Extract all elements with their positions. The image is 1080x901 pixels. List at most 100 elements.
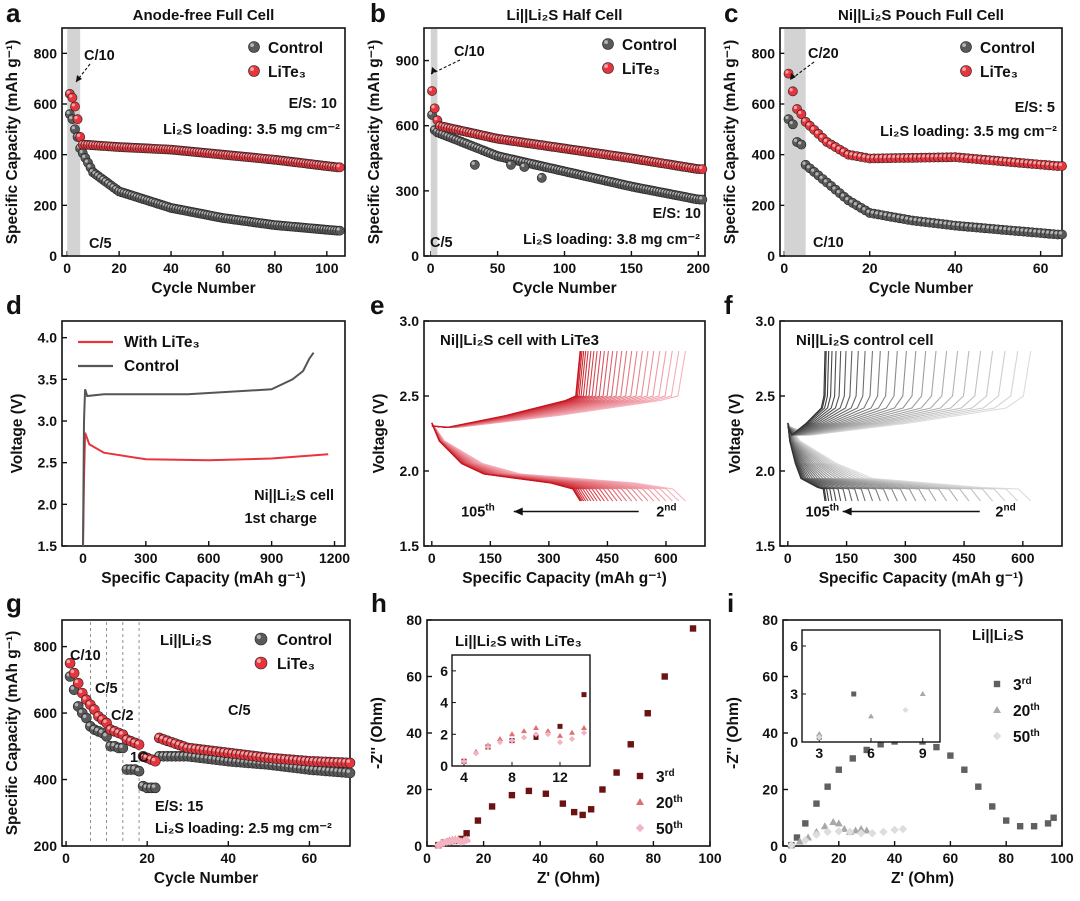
control-point-highlight [131,766,136,770]
rate-label-1: C/10 [84,48,115,64]
litest-point-highlight [172,740,176,744]
panel-d: 0 300 600 900 1200 1.5 2.0 2.5 3.0 3.5 4.0 Specific… [6,290,350,587]
rate-label-1: C/20 [808,46,839,62]
control-point-highlight [84,159,88,163]
litest-point-highlight [909,154,913,158]
control-point-highlight [922,218,926,223]
x-tick-label: 60 [1033,260,1049,276]
control-point-highlight [802,161,806,165]
eis-point-3rd [644,710,651,717]
litest-point-highlight [78,689,83,694]
control-point-highlight [1028,229,1033,233]
y-tick-label: 600 [752,96,776,112]
legend-litest-marker-highlight [250,67,254,71]
control-point-highlight [883,212,887,216]
legend-control-marker [960,41,972,53]
control-point-highlight [870,210,874,214]
x-tick-label: 20 [111,260,127,276]
y-axis-label: Specific Capacity (mAh g⁻¹) [722,40,739,245]
y-tick-label: 600 [396,118,420,134]
litest-point-highlight [900,154,904,158]
legend-litest-marker [254,656,268,670]
litest-point-highlight [143,754,148,758]
litest-point-highlight [802,118,806,122]
litest-point-highlight [866,155,870,159]
control-point-highlight [1020,228,1024,232]
legend-label: 3rd [656,768,675,786]
inset-point [509,737,515,744]
y-tick-label: 3.0 [400,313,420,329]
y-tick-label: 800 [752,45,776,61]
charge-curve [787,350,847,436]
inset-y-tick-label: 0 [440,758,448,774]
eis-point-3rd [947,752,954,759]
control-point-highlight [139,782,144,787]
x-tick-label: 80 [267,260,283,276]
y-tick-label: 80 [406,612,422,628]
charge-curve [787,350,948,436]
legend-control: Control [622,37,677,54]
eis-point-3rd [488,803,496,810]
charge-curve [431,350,585,429]
control-point [334,225,345,236]
legend-marker [636,798,644,805]
inset-point [497,736,503,742]
litest-point [787,86,798,97]
inset-point [485,743,491,750]
panel-a: 0 20 40 60 80 100 0 200 400 600 800 Cycle Number Spe… [4,0,346,297]
discharge-curve [431,422,581,502]
legend-label-suffix: rd [1022,676,1032,687]
eis-point-50th [879,827,888,837]
chart-title: Ni||Li₂S Pouch Full Cell [838,7,1004,24]
x-tick-label: 1200 [319,550,350,566]
y-tick-label: 0 [49,248,57,264]
litest-point-highlight [828,141,832,145]
panel-e: 0 150 300 450 600 1.5 2.0 2.5 3.0 Specific Capaci… [370,290,706,587]
control-point-highlight [699,196,703,200]
inset-point [545,731,551,738]
control-point-highlight [896,215,900,219]
x-tick-label: 450 [596,550,620,566]
inset-x-tick-label: 12 [552,769,568,785]
y-axis-label: Voltage (V) [9,394,26,474]
charge-curve [787,350,826,436]
eis-point-3rd [508,791,516,799]
panel-label: e [370,290,384,320]
eis-point-3rd [835,766,842,773]
legend-control-marker-highlight [604,40,608,44]
arrow-label-to-suffix: th [830,503,839,514]
control-point-highlight [135,767,140,772]
charge-curve [431,350,589,429]
es-ratio: E/S: 10 [653,206,701,222]
x-tick-label: 200 [687,260,711,276]
control-point-highlight [82,154,86,158]
litest-point-highlight [127,737,131,742]
y-tick-label: 0 [411,248,419,264]
legend-control: Control [124,358,179,375]
rate-shade [67,29,81,255]
control-point-highlight [79,149,83,154]
inset-point [581,724,587,730]
y-tick-label: 2.0 [756,463,776,479]
control-outlier-highlight [538,174,542,178]
litest-point-highlight [1037,161,1041,165]
eis-point-3rd [863,746,870,754]
rate-arrow-head [431,67,437,74]
y-axis-label: Voltage (V) [371,394,388,474]
legend-litest-marker-highlight [256,658,261,664]
litest-point-highlight [956,154,960,158]
inset-point [461,758,467,765]
x-tick-label: 0 [62,850,70,866]
control-point-highlight [866,209,870,213]
control-outlier [536,172,547,183]
control-point-highlight [986,225,990,229]
legend-label: 20th [656,794,683,812]
cell-label: Ni||Li₂S cell [254,488,334,504]
litest-point-highlight [789,88,793,92]
charge-curve [431,350,592,429]
litest-point-highlight [990,157,994,161]
inset-x-tick-label: 9 [919,745,927,761]
inset-point [545,728,551,734]
charge-curve [431,350,633,429]
rate-label-2: C/10 [813,235,844,251]
